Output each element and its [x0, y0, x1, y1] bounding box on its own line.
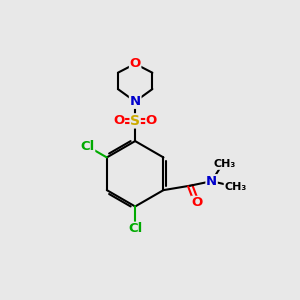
Text: O: O — [191, 196, 202, 209]
Text: N: N — [130, 95, 141, 108]
Text: N: N — [206, 175, 217, 188]
Text: Cl: Cl — [80, 140, 94, 153]
Text: O: O — [113, 114, 124, 128]
Text: CH₃: CH₃ — [213, 159, 236, 169]
Text: O: O — [130, 57, 141, 70]
Text: Cl: Cl — [128, 222, 142, 235]
Text: O: O — [146, 114, 157, 128]
Text: S: S — [130, 114, 140, 128]
Text: N: N — [130, 95, 141, 108]
Text: CH₃: CH₃ — [224, 182, 247, 192]
